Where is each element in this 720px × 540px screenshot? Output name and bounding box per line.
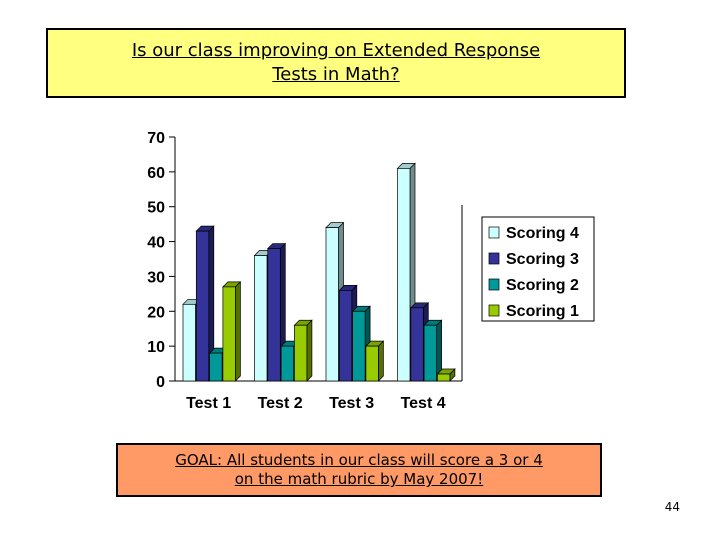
chart-axes: 0 10 20 30 40 50 60 70 Test 1 Test 2 Test 3 Test 4 xyxy=(147,130,463,412)
goal-line-1: GOAL: All students in our class will sco… xyxy=(175,451,543,469)
bar xyxy=(423,324,437,382)
bar xyxy=(209,352,223,382)
bar-side xyxy=(378,340,384,382)
legend-swatch xyxy=(488,252,500,265)
bar xyxy=(294,324,308,382)
y-tick-label: 40 xyxy=(147,235,165,252)
goal-line-2: on the math rubric by May 2007! xyxy=(234,470,484,488)
chart-title-line-1: Is our class improving on Extended Respo… xyxy=(131,40,541,61)
bar xyxy=(410,307,424,382)
y-tick-label: 60 xyxy=(147,165,165,182)
bar xyxy=(267,248,281,382)
x-tick-label: Test 3 xyxy=(329,395,374,412)
bar xyxy=(182,303,196,382)
chart-title-box: Is our class improving on Extended Respo… xyxy=(46,28,626,98)
legend-box xyxy=(481,216,595,322)
legend-label: Scoring 1 xyxy=(506,303,579,320)
x-tick-label: Test 1 xyxy=(186,395,231,412)
legend-label: Scoring 2 xyxy=(506,277,579,294)
bar-side xyxy=(235,281,241,382)
y-tick-label: 70 xyxy=(147,130,165,147)
chart-bars xyxy=(182,162,456,382)
bar xyxy=(222,286,236,382)
bar xyxy=(254,255,268,382)
bar xyxy=(365,345,379,382)
y-tick-label: 50 xyxy=(147,200,165,217)
bar xyxy=(195,230,210,382)
y-tick-label: 10 xyxy=(147,339,165,356)
y-tick-label: 20 xyxy=(147,304,165,321)
bar xyxy=(437,373,451,382)
legend-swatch xyxy=(488,278,500,291)
bar xyxy=(338,290,353,382)
y-tick-label: 30 xyxy=(147,269,165,286)
bar xyxy=(325,227,339,382)
legend-swatch xyxy=(488,226,500,239)
page-number: 44 xyxy=(664,500,680,514)
bar xyxy=(397,168,411,382)
legend-swatch xyxy=(488,304,500,317)
bar-side xyxy=(306,319,313,382)
goal-box: GOAL: All students in our class will sco… xyxy=(116,443,602,497)
chart-title-line-2: Tests in Math? xyxy=(272,64,400,85)
x-tick-label: Test 2 xyxy=(258,395,303,412)
chart-legend: Scoring 4 Scoring 3 Scoring 2 Scoring 1 xyxy=(481,216,595,322)
legend-label: Scoring 3 xyxy=(506,251,579,268)
legend-label: Scoring 4 xyxy=(506,225,579,242)
y-tick-label: 0 xyxy=(156,374,165,391)
bar xyxy=(352,310,366,382)
bar xyxy=(280,345,294,382)
x-tick-label: Test 4 xyxy=(401,395,446,412)
